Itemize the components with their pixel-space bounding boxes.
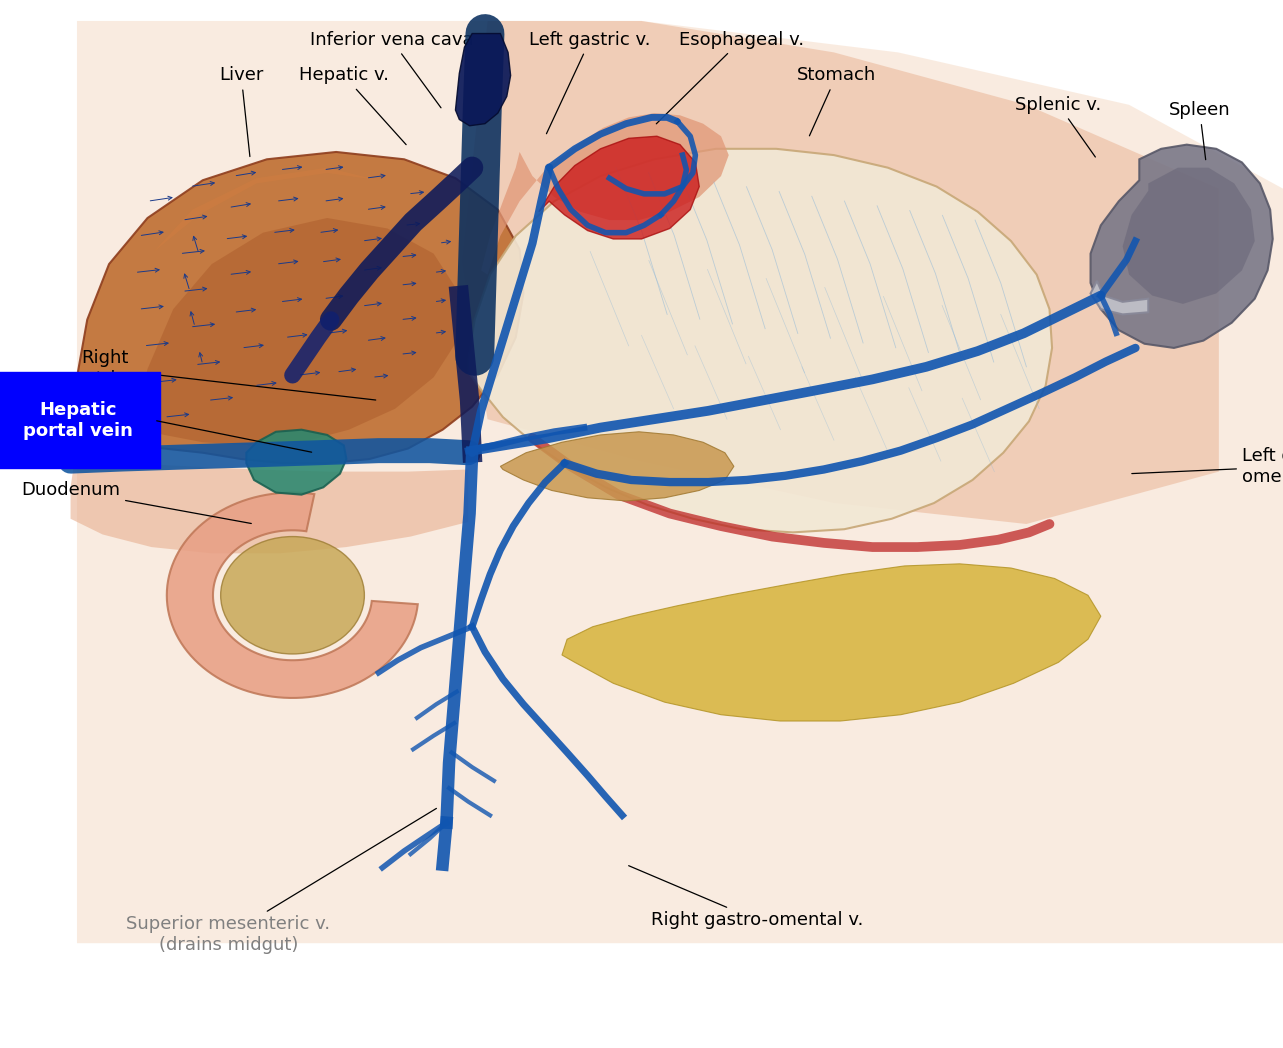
Polygon shape <box>562 564 1101 721</box>
Polygon shape <box>246 430 346 495</box>
Polygon shape <box>539 136 699 239</box>
Text: Esophageal v.: Esophageal v. <box>657 30 804 124</box>
Polygon shape <box>455 34 511 126</box>
Polygon shape <box>1091 145 1273 348</box>
Text: Spleen: Spleen <box>1169 101 1230 159</box>
Text: Stomach: Stomach <box>797 66 876 136</box>
FancyBboxPatch shape <box>0 372 160 468</box>
Text: Inferior vena cava: Inferior vena cava <box>309 30 473 108</box>
Text: Hepatic
portal vein: Hepatic portal vein <box>23 400 133 440</box>
Polygon shape <box>71 152 523 463</box>
Polygon shape <box>167 493 418 698</box>
Text: Left gastric v.: Left gastric v. <box>530 30 650 134</box>
Text: Liver: Liver <box>219 66 263 156</box>
Polygon shape <box>468 149 1052 532</box>
Text: Left gastro-
omental v.: Left gastro- omental v. <box>1132 446 1283 486</box>
Text: Right
gastric v.: Right gastric v. <box>64 349 376 400</box>
Polygon shape <box>481 113 729 275</box>
Polygon shape <box>71 461 468 553</box>
Text: Hepatic v.: Hepatic v. <box>299 66 407 145</box>
Polygon shape <box>135 218 459 445</box>
Polygon shape <box>500 432 734 501</box>
Circle shape <box>221 537 364 654</box>
Polygon shape <box>462 21 1219 524</box>
Text: Right gastro-omental v.: Right gastro-omental v. <box>629 866 863 930</box>
Polygon shape <box>1091 281 1148 314</box>
Text: Duodenum: Duodenum <box>21 481 251 524</box>
Text: Superior mesenteric v.
(drains midgut): Superior mesenteric v. (drains midgut) <box>126 808 436 955</box>
Polygon shape <box>1123 168 1255 304</box>
Polygon shape <box>154 168 378 252</box>
Text: Splenic v.: Splenic v. <box>1015 95 1102 157</box>
Polygon shape <box>77 21 1283 943</box>
